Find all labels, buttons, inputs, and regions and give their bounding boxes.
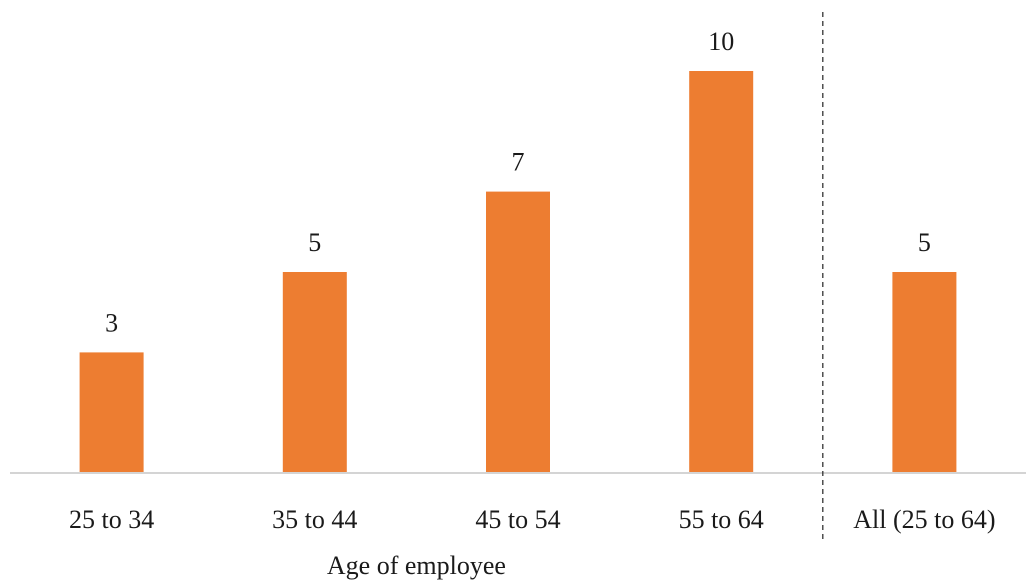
data-labels-layer: 3 5 7 10 5	[105, 27, 931, 337]
bars-layer	[79, 71, 957, 473]
x-tick-label-3: 45 to 54	[475, 505, 560, 534]
bar-2	[282, 272, 347, 473]
x-tick-labels: 25 to 34 35 to 44 45 to 54 55 to 64 All (25 …	[69, 505, 996, 534]
x-tick-label-1: 25 to 34	[69, 505, 154, 534]
x-axis-title: Age of employee	[327, 551, 506, 580]
bar-3	[486, 191, 550, 473]
x-tick-label-2: 35 to 44	[272, 505, 357, 534]
data-label-4: 10	[708, 27, 734, 56]
bar-1	[79, 352, 144, 473]
x-tick-label-4: 55 to 64	[679, 505, 764, 534]
data-label-1: 3	[105, 308, 118, 337]
x-tick-label-5: All (25 to 64)	[853, 505, 995, 534]
bar-5	[892, 272, 957, 473]
bar-4	[689, 71, 754, 473]
data-label-2: 5	[308, 228, 321, 257]
data-label-3: 7	[512, 148, 525, 177]
data-label-5: 5	[918, 228, 931, 257]
